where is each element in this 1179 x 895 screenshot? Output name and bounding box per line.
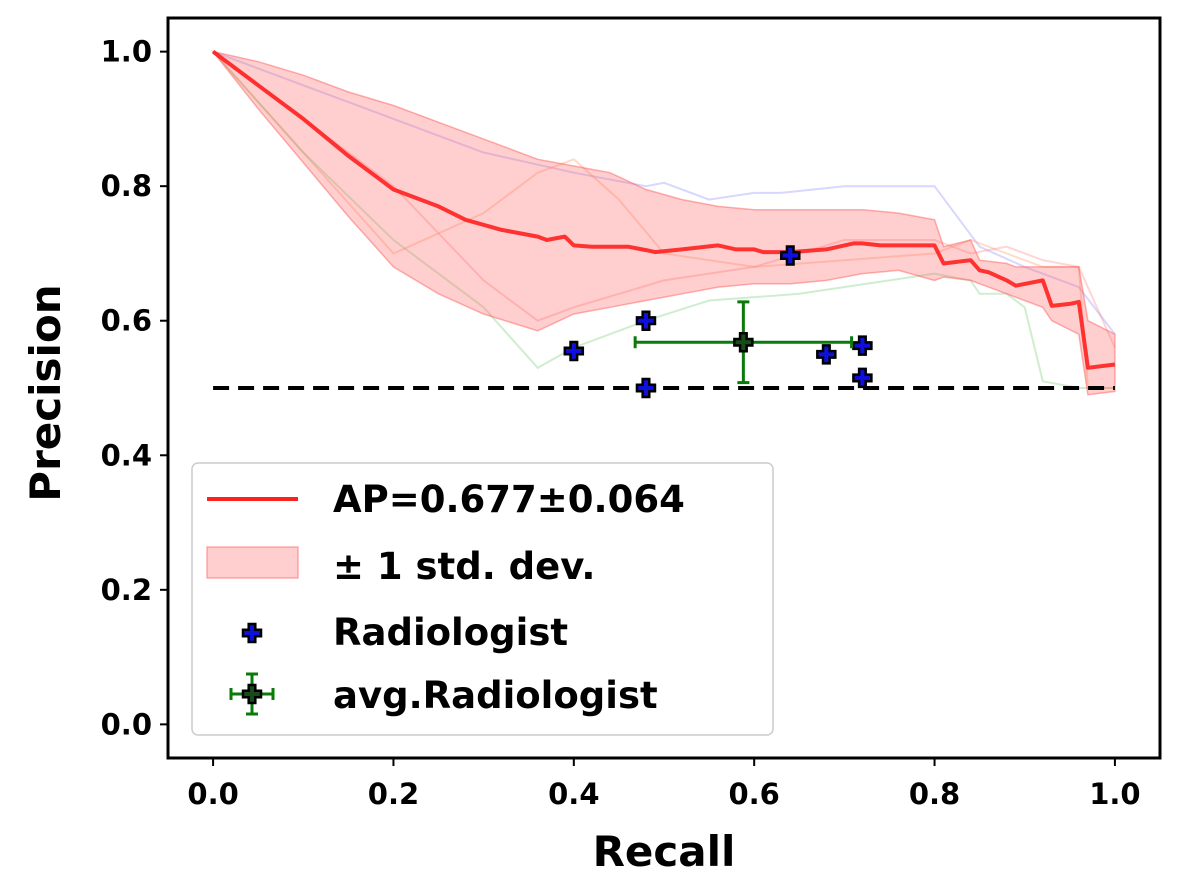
std-dev-band — [211, 50, 1116, 396]
legend-frame — [191, 462, 774, 736]
radiologist-point-1 — [563, 340, 585, 362]
radiologist-point-3 — [635, 377, 657, 399]
legend-radiologist-marker — [241, 622, 263, 644]
legend: AP=0.677±0.064 ± 1 std. dev. Radiologist… — [191, 462, 774, 736]
radiologist-point-2 — [635, 310, 657, 331]
mean-pr-curve — [211, 49, 1116, 370]
legend-std-band-swatch — [206, 546, 299, 579]
x-tick-label-2: 0.4 — [548, 777, 599, 811]
x-tick-label-3: 0.6 — [728, 777, 779, 811]
y-tick-label-5: 1.0 — [101, 35, 152, 69]
y-tick-label-4: 0.8 — [101, 169, 152, 203]
radiologist-point-6 — [852, 335, 873, 356]
legend-mean-curve-label: AP=0.677±0.064 — [333, 478, 685, 521]
fold-curve-4 — [212, 50, 1116, 349]
x-tick-label-1: 0.2 — [368, 777, 419, 811]
x-tick-label-0: 0.0 — [187, 777, 238, 811]
avg-radiologist-point — [733, 332, 754, 353]
radiologist-point-4 — [780, 245, 801, 266]
legend-radiologist-plus — [241, 622, 263, 644]
legend-radiologist-label: Radiologist — [333, 611, 568, 654]
y-tick-label-1: 0.2 — [101, 573, 152, 607]
y-tick-label-0: 0.0 — [101, 707, 152, 741]
x-tick-label-4: 0.8 — [909, 777, 960, 811]
x-axis-ticks: 0.0 0.2 0.4 0.6 0.8 1.0 — [187, 758, 1141, 811]
plot-frame — [166, 16, 1162, 760]
fold-curve-1 — [212, 50, 1116, 335]
radiologist-point-7 — [852, 367, 873, 389]
y-tick-label-3: 0.6 — [101, 304, 152, 338]
legend-avg-radiologist-marker — [229, 672, 275, 716]
legend-avg-radiologist-label: avg.Radiologist — [333, 674, 658, 717]
x-axis-label: Recall — [593, 827, 736, 876]
x-tick-label-5: 1.0 — [1089, 777, 1140, 811]
legend-std-band-label: ± 1 std. dev. — [333, 545, 595, 588]
y-axis-label: Precision — [21, 284, 70, 501]
fold-curve-3 — [212, 50, 1115, 389]
y-tick-label-2: 0.4 — [101, 438, 152, 472]
radiologist-point-5 — [816, 344, 837, 365]
y-axis-ticks: 0.0 0.2 0.4 0.6 0.8 1.0 — [101, 35, 168, 741]
plot-area — [211, 49, 1116, 399]
legend-avg-plus — [241, 683, 263, 705]
